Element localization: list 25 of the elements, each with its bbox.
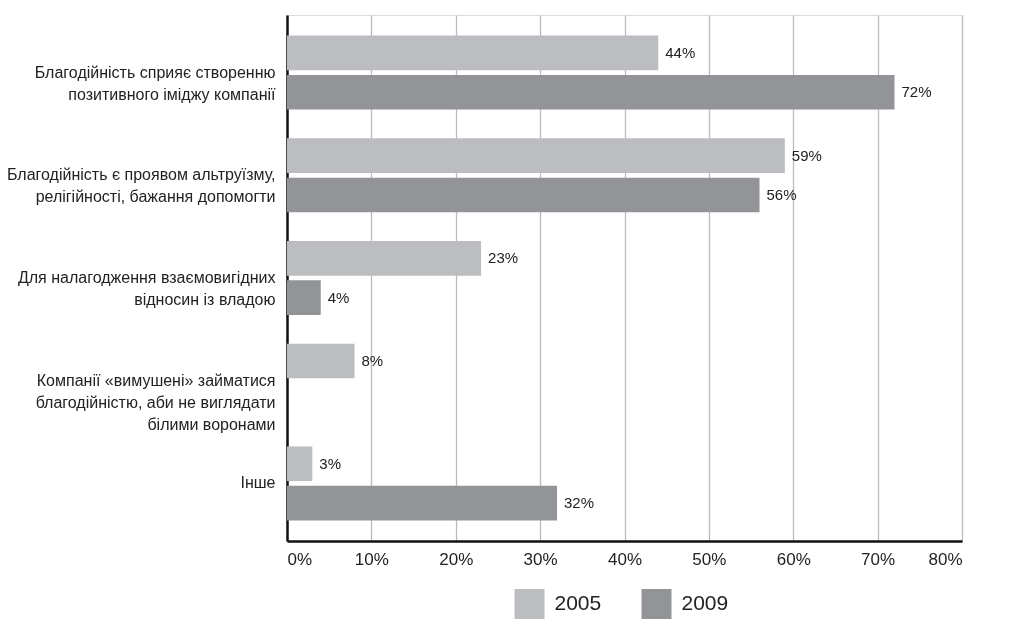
data-label: 23% — [488, 249, 519, 267]
x-tick-label: 50% — [692, 549, 727, 569]
data-label: 59% — [791, 146, 822, 164]
x-tick-label: 30% — [523, 549, 558, 569]
y-tick-label: Благодійність є проявом альтруїзму, релігійності, бажання допомогти — [7, 166, 276, 206]
data-label: 56% — [766, 185, 797, 203]
data-label: 44% — [665, 43, 696, 61]
data-label: 8% — [361, 352, 384, 370]
x-tick-label: 10% — [354, 549, 389, 569]
data-label: 4% — [327, 288, 350, 306]
legend-label: 2005 — [554, 591, 602, 614]
y-tick-label: Компанії «вимушені» займатися благодійністю, аби не виглядати білими воронами — [35, 371, 276, 433]
x-tick-label: 40% — [607, 549, 643, 569]
x-tick-label: 70% — [861, 549, 896, 569]
y-tick-label: Для налагодження взаємовигідних відносин із владою — [17, 269, 276, 308]
x-tick-label: 0% — [287, 549, 313, 569]
legend-label: 2009 — [681, 591, 729, 614]
y-tick-label: Інше — [240, 474, 276, 492]
y-tick-label: Благодійність сприяє створенню позитивного іміджу компанії — [34, 63, 277, 103]
data-label: 3% — [319, 454, 341, 472]
x-tick-label: 20% — [439, 549, 474, 569]
x-tick-label: 80% — [928, 549, 963, 569]
data-label: 32% — [564, 494, 595, 512]
x-tick-label: 60% — [776, 549, 811, 569]
data-label: 72% — [901, 83, 932, 101]
